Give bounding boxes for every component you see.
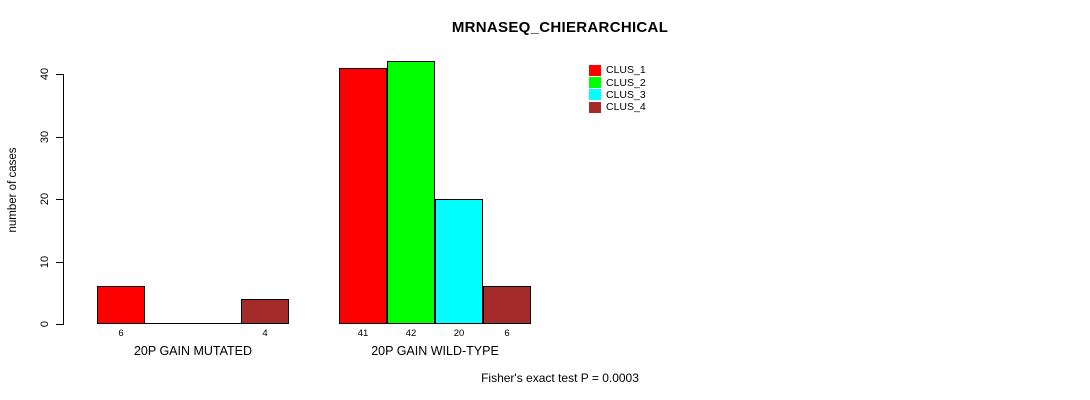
legend-label: CLUS_2 (606, 76, 646, 89)
x-category-label: 20P GAIN WILD-TYPE (371, 344, 499, 358)
y-axis-tick-label: 40 (39, 67, 51, 81)
legend-swatch-clus_3 (589, 89, 601, 101)
bar-clus_2 (387, 61, 435, 324)
bar-clus_4 (483, 286, 531, 324)
annotation-fishers-test: Fisher's exact test P = 0.0003 (481, 371, 639, 385)
bar-value-label: 6 (118, 328, 124, 339)
bar-zero-clus_2 (145, 323, 194, 324)
y-axis-tick (56, 324, 63, 325)
y-axis-tick-label: 20 (39, 192, 51, 206)
bar-value-label: 20 (453, 328, 465, 339)
legend: CLUS_1 CLUS_2 CLUS_3 CLUS_4 (589, 64, 646, 114)
bar-value-label: 4 (262, 328, 268, 339)
chart-title: MRNASEQ_CHIERARCHICAL (451, 19, 669, 36)
legend-swatch-clus_2 (589, 77, 601, 89)
bar-value-label: 6 (504, 328, 510, 339)
bar-clus_1 (97, 286, 145, 324)
legend-swatch-clus_1 (589, 64, 601, 76)
legend-row: CLUS_4 (589, 101, 646, 113)
bar-value-label: 41 (357, 328, 369, 339)
bar-clus_3 (435, 199, 483, 324)
y-axis-tick (56, 74, 63, 75)
bar-zero-clus_3 (193, 323, 242, 324)
legend-row: CLUS_2 (589, 76, 646, 89)
y-axis-tick (56, 199, 63, 200)
y-axis-tick-label: 30 (39, 130, 51, 143)
y-axis-tick-label: 0 (39, 320, 51, 328)
x-category-label: 20P GAIN MUTATED (133, 344, 253, 358)
legend-swatch-clus_4 (589, 101, 601, 113)
legend-row: CLUS_1 (589, 64, 646, 76)
bar-clus_4 (241, 299, 289, 324)
legend-label: CLUS_3 (606, 88, 646, 101)
y-axis-tick (56, 261, 63, 263)
legend-row: CLUS_3 (589, 89, 646, 101)
bar-value-label: 42 (405, 328, 417, 339)
y-axis-line (63, 74, 64, 325)
y-axis-tick-label: 10 (39, 255, 51, 268)
legend-label: CLUS_4 (606, 101, 646, 114)
bar-clus_1 (339, 68, 387, 324)
legend-label: CLUS_1 (606, 64, 646, 77)
y-axis-tick (56, 136, 63, 138)
